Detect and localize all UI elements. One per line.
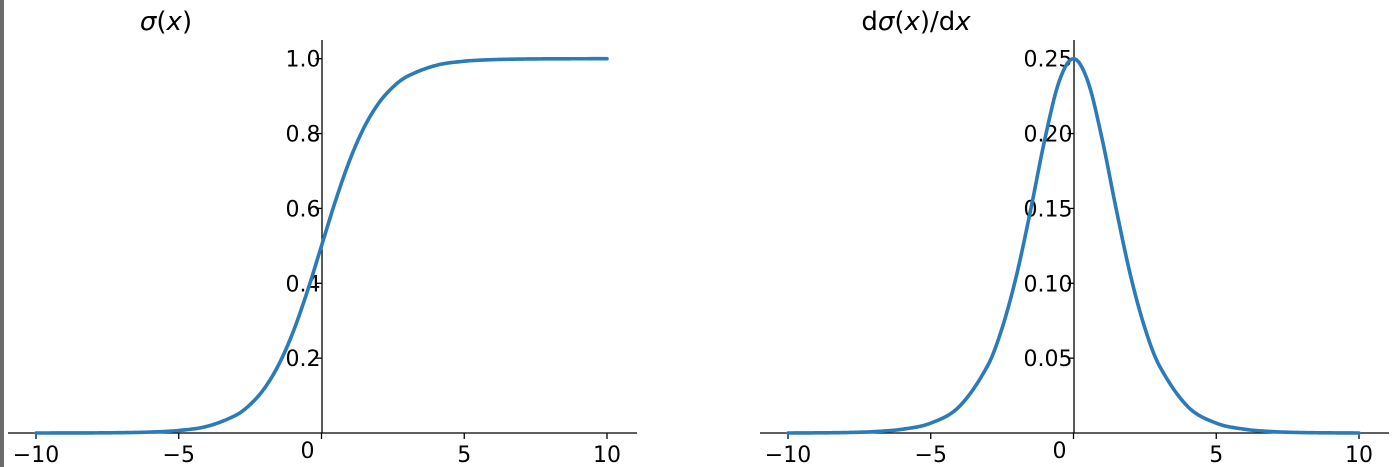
chart-title: dσ(x)/dx <box>861 7 971 37</box>
x-tick-label: 10 <box>1345 443 1373 467</box>
x-tick-label: 0 <box>1053 439 1067 464</box>
x-tick-label: −5 <box>163 443 195 467</box>
x-tick-label: −10 <box>765 443 811 467</box>
y-tick-label: 0.10 <box>1024 272 1073 297</box>
x-tick-label: 5 <box>457 443 471 467</box>
y-tick-label: 0.05 <box>1024 347 1073 372</box>
x-tick-label: 5 <box>1209 443 1223 467</box>
y-tick-label: 0.6 <box>286 197 321 222</box>
chart-title: σ(x) <box>140 7 192 37</box>
x-tick-label: −10 <box>13 443 59 467</box>
y-tick-label: 0.2 <box>286 347 321 372</box>
x-tick-label: 10 <box>593 443 621 467</box>
x-tick-label: 0 <box>301 439 315 464</box>
sigmoid-derivative-chart: dσ(x)/dx −10 −5 0 5 10 0.050.100.150.200.25 <box>760 7 1389 467</box>
series-line <box>34 56 609 435</box>
series-line <box>786 56 1361 435</box>
y-tick-label: 0.4 <box>286 272 321 297</box>
window-edge <box>0 0 4 467</box>
y-tick-label: 0.8 <box>286 123 321 148</box>
sigmoid-chart: σ(x) −10 −5 0 5 10 0.2 0.4 0.6 0.8 1.0 <box>8 7 637 467</box>
y-tick-label: 1.0 <box>286 48 321 73</box>
x-tick-label: −5 <box>915 443 947 467</box>
